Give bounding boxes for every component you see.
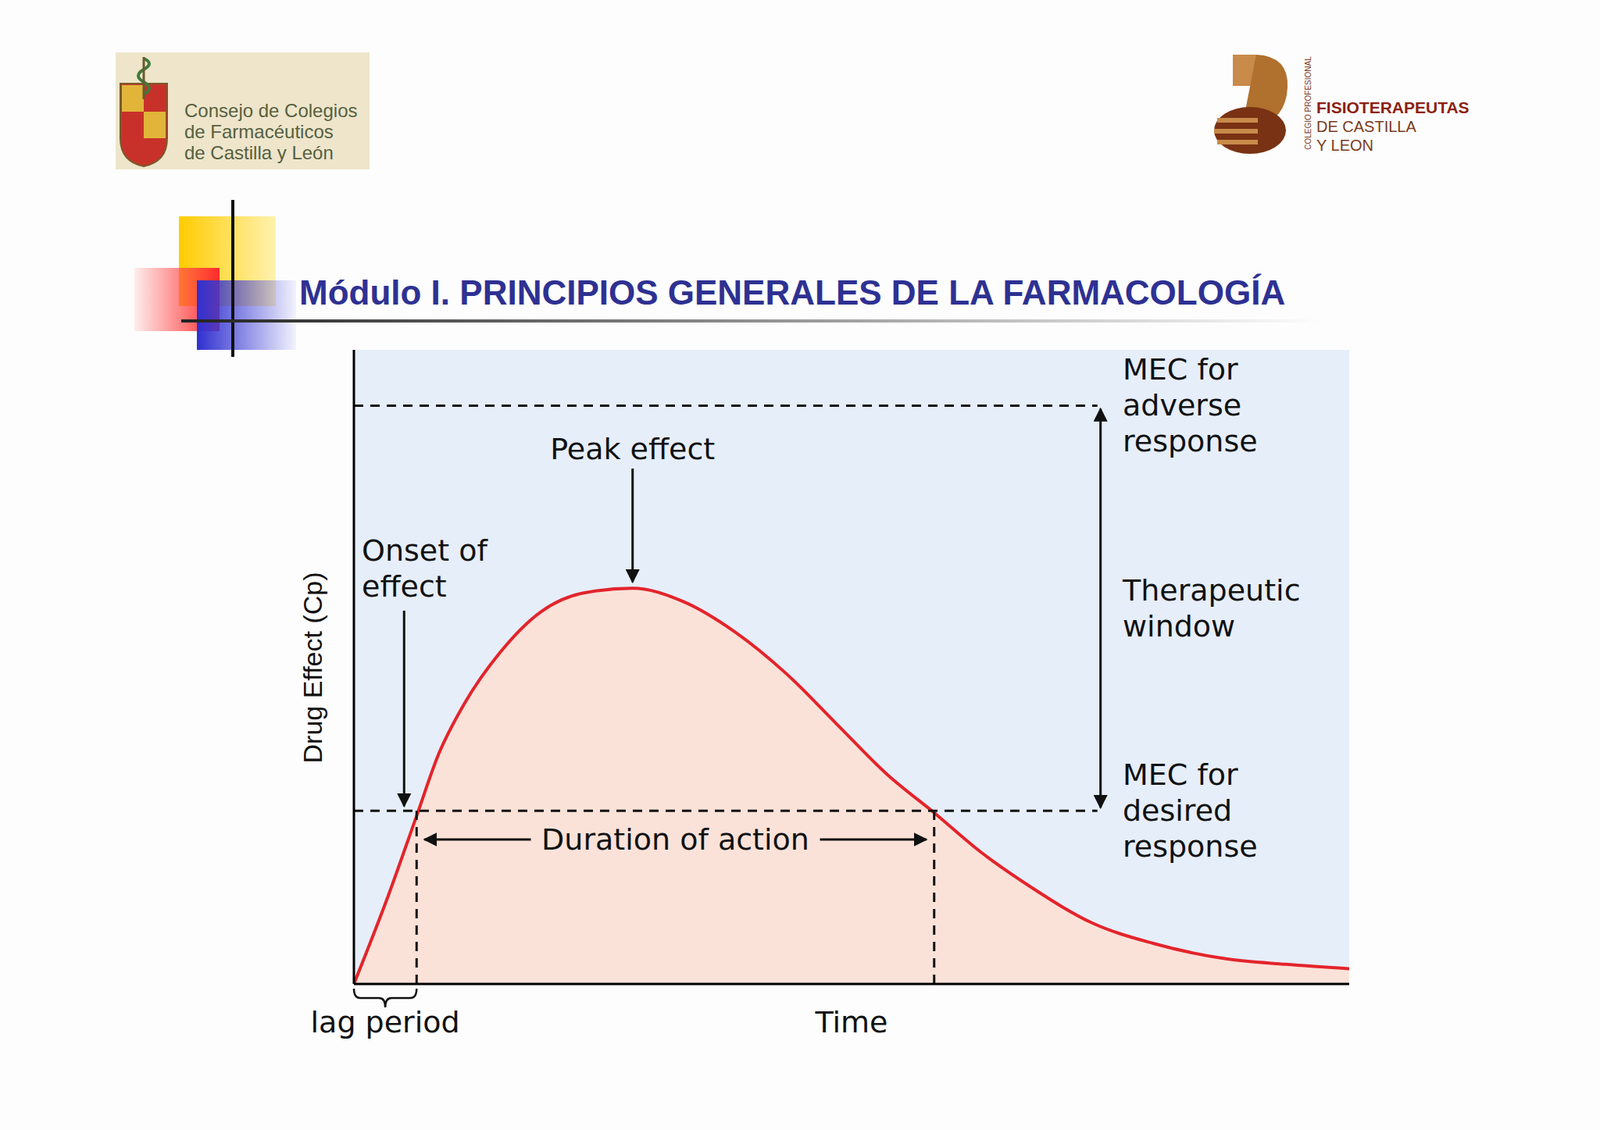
svg-text:Time: Time xyxy=(814,1005,889,1040)
html-text:Consejo de Colegios: Consejo de Colegios xyxy=(184,100,358,122)
html-text:DE CASTILLA: DE CASTILLA xyxy=(1316,117,1417,136)
svg-text:lag period: lag period xyxy=(310,1005,461,1040)
html-text:MEC for adverse response: MEC for adverse response xyxy=(1122,352,1258,459)
svg-text:COLEGIO PROFESIONAL: COLEGIO PROFESIONAL xyxy=(1303,56,1313,150)
svg-text:Duration of action: Duration of action xyxy=(541,822,810,858)
html-text:MEC for desired response: MEC for desired response xyxy=(1122,758,1258,865)
html-text:FISIOTERAPEUTAS: FISIOTERAPEUTAS xyxy=(1316,98,1470,117)
html-text:Módulo I. PRINCIPIOS GENERALES: Módulo I. PRINCIPIOS GENERALES DE LA FAR… xyxy=(299,273,1286,312)
html-text:Onset of effect: Onset of effect xyxy=(361,533,488,604)
html-text:de Castilla y León: de Castilla y León xyxy=(184,142,334,164)
html-text:Y LEON: Y LEON xyxy=(1316,136,1374,154)
html-text:Therapeutic window: Therapeutic window xyxy=(1122,573,1301,644)
html-text:de Farmacéuticos: de Farmacéuticos xyxy=(184,121,334,143)
svg-text:Drug Effect (Cp): Drug Effect (Cp) xyxy=(297,571,328,764)
svg-text:Peak effect: Peak effect xyxy=(550,432,715,467)
